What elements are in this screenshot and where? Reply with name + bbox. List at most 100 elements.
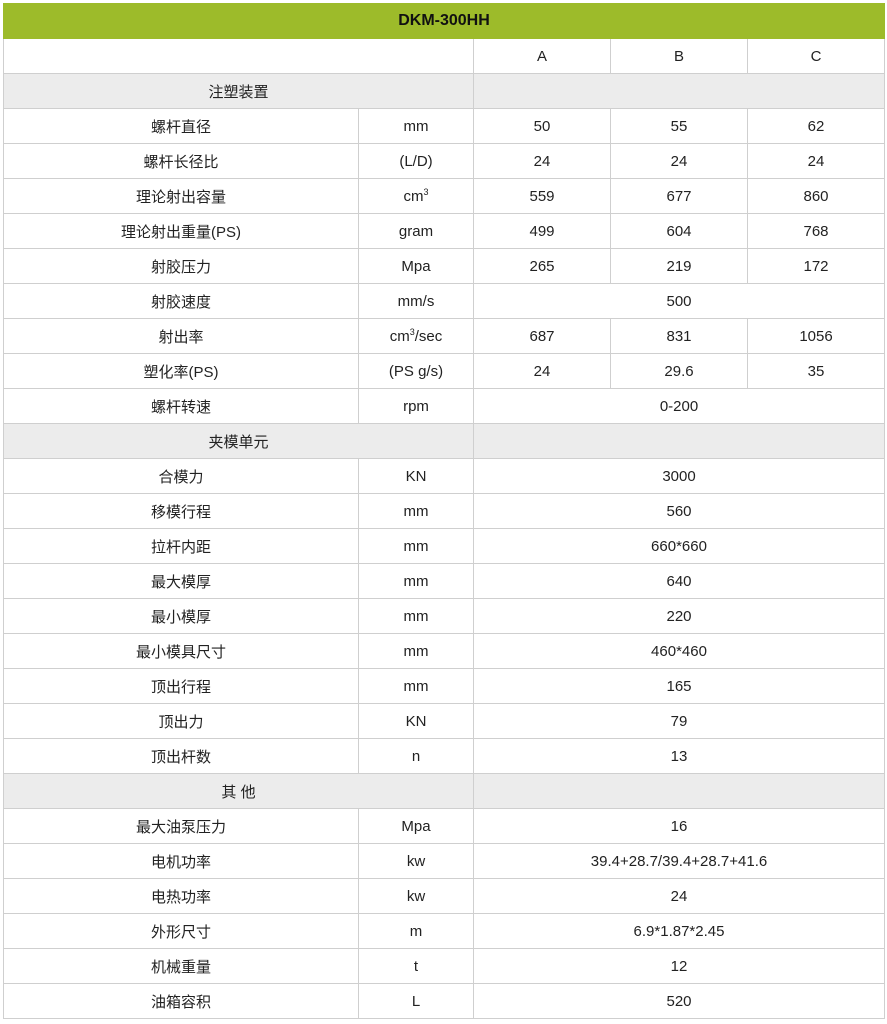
spec-value-all: 520: [473, 983, 885, 1019]
spec-unit: mm: [358, 108, 474, 144]
section-header-row: 其 他: [3, 773, 885, 809]
spec-value-a: 559: [473, 178, 611, 214]
spec-row: 最小模具尺寸 mm 460*460: [3, 633, 885, 669]
spec-value-all: 39.4+28.7/39.4+28.7+41.6: [473, 843, 885, 879]
spec-row: 最大油泵压力 Mpa 16: [3, 808, 885, 844]
section-fill: [473, 73, 885, 109]
spec-unit: mm: [358, 528, 474, 564]
spec-value-all: 12: [473, 948, 885, 984]
spec-unit: t: [358, 948, 474, 984]
spec-unit: n: [358, 738, 474, 774]
spec-name: 射胶压力: [3, 248, 359, 284]
spec-unit: mm: [358, 563, 474, 599]
spec-value-all: 6.9*1.87*2.45: [473, 913, 885, 949]
spec-name: 螺杆直径: [3, 108, 359, 144]
spec-value-a: 50: [473, 108, 611, 144]
spec-value-a: 24: [473, 143, 611, 179]
spec-value-all: 220: [473, 598, 885, 634]
spec-name: 外形尺寸: [3, 913, 359, 949]
spec-value-a: 265: [473, 248, 611, 284]
spec-name: 油箱容积: [3, 983, 359, 1019]
spec-name: 最大油泵压力: [3, 808, 359, 844]
spec-value-b: 677: [610, 178, 748, 214]
spec-table: DKM-300HH A B C 注塑装置 螺杆直径 mm 50 55 62 螺杆长径比 (L/…: [3, 3, 885, 1019]
spec-value-c: 35: [747, 353, 885, 389]
spec-unit: rpm: [358, 388, 474, 424]
spec-row: 塑化率(PS) (PS g/s) 24 29.6 35: [3, 353, 885, 389]
spec-row: 射胶速度 mm/s 500: [3, 283, 885, 319]
section-header-row: 注塑装置: [3, 73, 885, 109]
spec-row: 最小模厚 mm 220: [3, 598, 885, 634]
spec-name: 最小模具尺寸: [3, 633, 359, 669]
spec-row: 移模行程 mm 560: [3, 493, 885, 529]
spec-unit: L: [358, 983, 474, 1019]
spec-value-c: 768: [747, 213, 885, 249]
column-header-row: A B C: [3, 38, 885, 74]
blank-header-cell: [3, 38, 474, 74]
spec-value-c: 24: [747, 143, 885, 179]
column-header-b: B: [610, 38, 748, 74]
spec-unit: cm3/sec: [358, 318, 474, 354]
spec-unit: mm/s: [358, 283, 474, 319]
spec-value-all: 500: [473, 283, 885, 319]
spec-name: 机械重量: [3, 948, 359, 984]
spec-row: 油箱容积 L 520: [3, 983, 885, 1019]
spec-name: 理论射出容量: [3, 178, 359, 214]
spec-value-all: 460*460: [473, 633, 885, 669]
spec-name: 顶出力: [3, 703, 359, 739]
spec-value-all: 660*660: [473, 528, 885, 564]
spec-name: 电热功率: [3, 878, 359, 914]
spec-value-c: 1056: [747, 318, 885, 354]
spec-name: 移模行程: [3, 493, 359, 529]
spec-value-b: 29.6: [610, 353, 748, 389]
section-label: 夹模单元: [3, 423, 474, 459]
spec-name: 合模力: [3, 458, 359, 494]
spec-value-c: 62: [747, 108, 885, 144]
spec-name: 顶出杆数: [3, 738, 359, 774]
spec-value-b: 831: [610, 318, 748, 354]
spec-unit: kw: [358, 843, 474, 879]
spec-value-b: 604: [610, 213, 748, 249]
column-header-a: A: [473, 38, 611, 74]
spec-row: 理论射出重量(PS) gram 499 604 768: [3, 213, 885, 249]
spec-value-a: 687: [473, 318, 611, 354]
spec-unit: Mpa: [358, 808, 474, 844]
spec-row: 机械重量 t 12: [3, 948, 885, 984]
spec-value-all: 79: [473, 703, 885, 739]
column-header-c: C: [747, 38, 885, 74]
spec-row: 拉杆内距 mm 660*660: [3, 528, 885, 564]
spec-unit: mm: [358, 598, 474, 634]
spec-row: 外形尺寸 m 6.9*1.87*2.45: [3, 913, 885, 949]
section-label: 注塑装置: [3, 73, 474, 109]
spec-value-b: 219: [610, 248, 748, 284]
spec-name: 理论射出重量(PS): [3, 213, 359, 249]
spec-row: 顶出杆数 n 13: [3, 738, 885, 774]
spec-value-all: 24: [473, 878, 885, 914]
spec-value-a: 499: [473, 213, 611, 249]
spec-row: 射出率 cm3/sec 687 831 1056: [3, 318, 885, 354]
spec-unit: mm: [358, 493, 474, 529]
spec-value-all: 16: [473, 808, 885, 844]
spec-unit: gram: [358, 213, 474, 249]
spec-unit: cm3: [358, 178, 474, 214]
spec-value-all: 13: [473, 738, 885, 774]
spec-name: 射出率: [3, 318, 359, 354]
title-row: DKM-300HH: [3, 3, 885, 39]
section-header-row: 夹模单元: [3, 423, 885, 459]
spec-value-b: 24: [610, 143, 748, 179]
section-label: 其 他: [3, 773, 474, 809]
spec-row: 电热功率 kw 24: [3, 878, 885, 914]
spec-value-all: 3000: [473, 458, 885, 494]
model-title: DKM-300HH: [3, 3, 885, 39]
spec-unit: KN: [358, 703, 474, 739]
spec-row: 螺杆长径比 (L/D) 24 24 24: [3, 143, 885, 179]
spec-value-all: 0-200: [473, 388, 885, 424]
spec-unit: mm: [358, 633, 474, 669]
spec-name: 拉杆内距: [3, 528, 359, 564]
spec-row: 顶出行程 mm 165: [3, 668, 885, 704]
spec-unit: (PS g/s): [358, 353, 474, 389]
section-fill: [473, 773, 885, 809]
spec-name: 射胶速度: [3, 283, 359, 319]
spec-row: 螺杆直径 mm 50 55 62: [3, 108, 885, 144]
spec-value-c: 860: [747, 178, 885, 214]
